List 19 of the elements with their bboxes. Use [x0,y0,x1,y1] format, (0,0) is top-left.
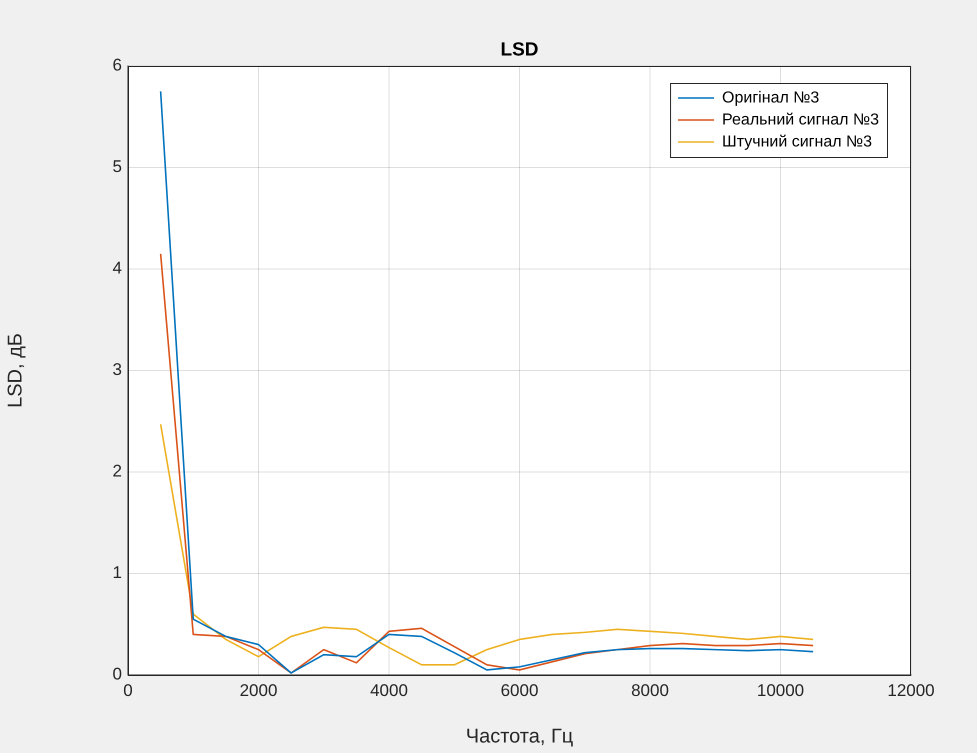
x-tick-label: 2000 [240,680,278,700]
y-tick-label: 6 [112,56,122,75]
y-tick-label: 5 [112,157,122,176]
y-tick-label: 2 [112,462,122,481]
x-tick-label: 4000 [370,680,408,700]
x-tick-label: 10000 [756,680,804,700]
y-tick-label: 0 [112,664,122,684]
y-tick-label: 3 [112,360,122,380]
y-axis-title: LSD, дБ [4,333,27,408]
x-tick-label: 6000 [500,680,538,700]
x-tick-label: 12000 [887,680,935,700]
chart-title: LSD [500,40,538,61]
legend-label: Оригінал №3 [722,89,820,106]
x-axis-title: Частота, Гц [466,726,574,748]
y-tick-label: 4 [112,258,122,278]
y-tick-label: 1 [112,563,122,582]
legend-label: Штучний сигнал №3 [722,133,872,150]
legend-label: Реальний сигнал №3 [722,111,880,128]
x-tick-label: 8000 [631,680,669,700]
